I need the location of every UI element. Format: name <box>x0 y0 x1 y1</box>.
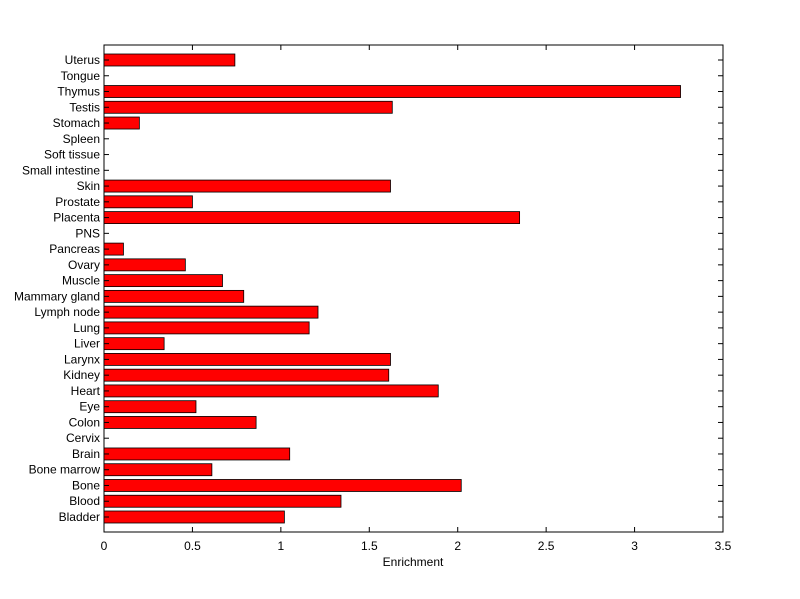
y-tick-label-placenta: Placenta <box>53 211 100 225</box>
x-tick-label-6: 3 <box>631 539 638 553</box>
bar-larynx <box>103 353 391 366</box>
bar-bone-marrow <box>103 463 213 477</box>
bar-bladder <box>103 510 285 524</box>
y-tick-label-mammary-gland: Mammary gland <box>14 289 100 303</box>
y-tick-label-brain: Brain <box>72 447 100 461</box>
y-tick-label-stomach: Stomach <box>53 116 100 130</box>
bar-liver <box>103 337 165 351</box>
bars-group <box>103 53 681 524</box>
x-tick-label-7: 3.5 <box>715 539 732 553</box>
y-tick-label-cervix: Cervix <box>66 431 100 445</box>
y-tick-label-heart: Heart <box>71 384 101 398</box>
x-tick-label-1: 0.5 <box>184 539 201 553</box>
y-tick-label-bladder: Bladder <box>59 510 100 524</box>
y-tick-label-colon: Colon <box>69 415 100 429</box>
y-tick-label-small-intestine: Small intestine <box>22 163 100 177</box>
x-tick-label-4: 2 <box>454 539 461 553</box>
bar-uterus <box>103 53 236 67</box>
x-ticks-group: 0 0.5 1 1.5 2 2.5 3 3.5 <box>101 45 732 553</box>
y-tick-label-eye: Eye <box>79 400 100 414</box>
y-tick-label-bone: Bone <box>72 478 100 492</box>
y-tick-label-prostate: Prostate <box>55 195 100 209</box>
y-tick-label-lymph-node: Lymph node <box>34 305 100 319</box>
y-tick-label-thymus: Thymus <box>57 85 100 99</box>
bar-placenta <box>103 211 521 224</box>
y-tick-label-testis: Testis <box>69 100 100 114</box>
bar-blood <box>103 494 342 508</box>
y-tick-label-liver: Liver <box>74 337 100 351</box>
x-tick-label-3: 1.5 <box>361 539 378 553</box>
y-tick-label-blood: Blood <box>69 494 100 508</box>
bar-skin <box>103 179 391 193</box>
bar-stomach <box>103 116 140 130</box>
y-tick-label-uterus: Uterus <box>65 53 100 67</box>
x-tick-label-0: 0 <box>101 539 108 553</box>
bar-thymus <box>103 85 681 98</box>
x-tick-label-2: 1 <box>278 539 285 553</box>
bar-bone <box>103 479 462 492</box>
x-tick-label-5: 2.5 <box>538 539 555 553</box>
y-tick-label-pns: PNS <box>75 226 100 240</box>
bar-prostate <box>103 195 193 209</box>
y-tick-label-larynx: Larynx <box>64 352 100 366</box>
bar-kidney <box>103 368 390 382</box>
y-tick-label-skin: Skin <box>77 179 100 193</box>
y-tick-label-muscle: Muscle <box>62 274 100 288</box>
bar-eye <box>103 400 197 414</box>
x-axis-title: Enrichment <box>383 555 444 569</box>
y-tick-label-ovary: Ovary <box>68 258 100 272</box>
bar-mammary-gland <box>103 289 245 303</box>
y-tick-label-spleen: Spleen <box>63 132 100 146</box>
bar-ovary <box>103 258 186 272</box>
y-tick-label-pancreas: Pancreas <box>49 242 100 256</box>
y-tick-label-lung: Lung <box>73 321 100 335</box>
y-tick-label-bone-marrow: Bone marrow <box>29 463 101 477</box>
bar-colon <box>103 416 257 429</box>
bar-brain <box>103 447 291 461</box>
bar-testis <box>103 100 393 114</box>
bar-muscle <box>103 274 223 288</box>
y-tick-label-soft-tissue: Soft tissue <box>44 148 100 162</box>
bar-heart <box>103 384 439 398</box>
bar-lymph-node <box>103 305 319 319</box>
y-tick-label-tongue: Tongue <box>61 69 101 83</box>
y-tick-label-kidney: Kidney <box>63 368 100 382</box>
bar-lung <box>103 321 310 335</box>
